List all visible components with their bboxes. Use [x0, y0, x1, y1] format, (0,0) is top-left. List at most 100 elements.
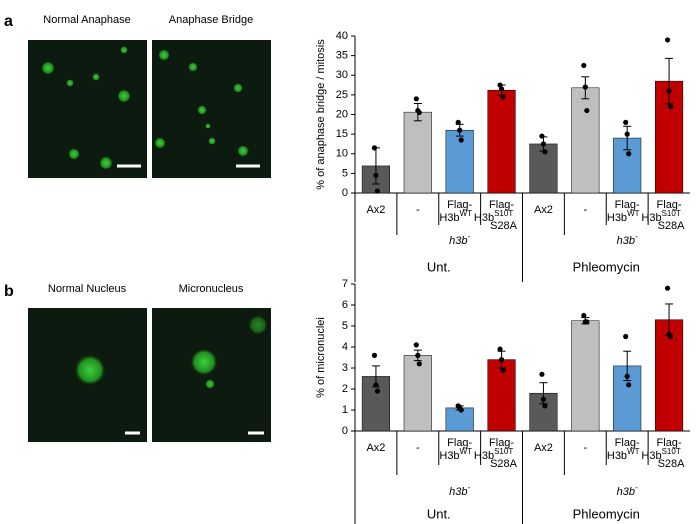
data-point — [667, 104, 674, 110]
genotype-label: - — [468, 483, 471, 492]
data-point — [497, 82, 503, 88]
y-tick-label: 6 — [342, 299, 348, 311]
genotype-label: h3b- — [449, 232, 470, 247]
image-label: Normal Anaphase — [43, 14, 130, 26]
genotype-label: h3b — [449, 486, 467, 498]
x-tick-label: H3b — [607, 450, 627, 462]
panel-letter: b — [4, 283, 14, 300]
bar — [487, 89, 516, 194]
x-tick-label: S10T — [662, 209, 681, 218]
data-point — [582, 84, 588, 90]
y-tick-label: 25 — [336, 89, 348, 101]
bar — [571, 87, 600, 194]
x-tick-label: H3b — [641, 212, 661, 224]
data-point — [624, 373, 630, 379]
data-point — [373, 382, 379, 388]
x-tick-label: H3b — [607, 212, 627, 224]
data-point — [498, 86, 505, 92]
y-tick-label: 10 — [336, 148, 348, 160]
data-point — [667, 333, 674, 340]
y-tick-label: 5 — [342, 167, 348, 179]
genotype-label: - — [468, 232, 471, 241]
image-label: Anaphase Bridge — [169, 14, 253, 26]
x-tick-label: H3bS10T — [641, 209, 680, 224]
y-tick-label: 4 — [342, 341, 348, 353]
data-point — [497, 346, 503, 352]
data-point — [581, 312, 587, 319]
data-point — [500, 367, 506, 373]
x-tick-label: WT — [460, 209, 473, 218]
y-axis-label: % of micronuclei — [315, 317, 327, 398]
x-tick-label: H3b — [474, 450, 494, 462]
data-point — [581, 62, 587, 69]
data-point — [584, 107, 590, 114]
x-tick-label: Ax2 — [366, 442, 385, 454]
data-point — [664, 37, 671, 43]
x-tick-label: Flag- — [657, 199, 682, 211]
x-tick-label: Flag- — [489, 199, 514, 211]
data-point — [624, 131, 630, 137]
x-tick-label: S10T — [494, 447, 513, 456]
image-label: Normal Nucleus — [48, 283, 127, 295]
x-tick-label: H3b — [439, 450, 459, 462]
y-tick-label: 3 — [342, 362, 348, 374]
data-point — [540, 141, 547, 147]
x-tick-label: Ax2 — [366, 204, 385, 216]
data-point — [539, 133, 545, 139]
y-axis-label: % of anaphase bridge / mitosis — [315, 39, 327, 190]
x-tick-label: H3b — [474, 212, 494, 224]
micrograph — [28, 40, 147, 178]
x-tick-label: S10T — [662, 447, 681, 456]
data-point — [498, 357, 505, 363]
data-point — [413, 96, 419, 102]
y-tick-label: 7 — [342, 278, 348, 290]
x-tick-label: H3b — [439, 212, 459, 224]
data-point — [416, 109, 422, 116]
data-point — [623, 119, 629, 125]
y-tick-label: 5 — [342, 320, 348, 332]
data-point — [373, 172, 379, 178]
genotype-label: h3b- — [617, 483, 638, 498]
data-point — [458, 137, 464, 143]
x-tick-label: Flag- — [615, 437, 640, 449]
data-point — [542, 149, 548, 155]
y-tick-label: 2 — [342, 383, 348, 395]
data-point — [626, 151, 632, 157]
genotype-label: h3b — [449, 235, 467, 247]
y-tick-label: 1 — [342, 404, 348, 416]
x-tick-label: H3bWT — [439, 209, 472, 224]
genotype-label: h3b — [617, 486, 635, 498]
x-tick-label: H3bWT — [607, 447, 640, 462]
panel-letter: a — [4, 13, 13, 30]
x-tick-label: Flag- — [657, 437, 682, 449]
image-label: Micronucleus — [179, 283, 244, 295]
genotype-label: h3b — [617, 235, 635, 247]
y-tick-label: 20 — [336, 108, 348, 120]
x-tick-label: Flag- — [615, 199, 640, 211]
x-tick-label: WT — [627, 209, 640, 218]
y-tick-label: 15 — [336, 128, 348, 140]
data-point — [539, 371, 545, 377]
data-point — [416, 361, 422, 367]
x-tick-label: H3bS10T — [641, 447, 680, 462]
data-point — [542, 403, 548, 409]
genotype-label: h3b- — [449, 483, 470, 498]
x-tick-label: H3bWT — [607, 209, 640, 224]
y-tick-label: 35 — [336, 50, 348, 62]
y-tick-label: 30 — [336, 69, 348, 81]
y-tick-label: 0 — [342, 187, 348, 199]
x-tick-label: WT — [460, 447, 473, 456]
data-point — [666, 88, 672, 94]
data-point — [458, 407, 464, 413]
data-point — [374, 188, 381, 194]
genotype-label: h3b- — [617, 232, 638, 247]
group-label: Phleomycin — [573, 259, 640, 274]
micrograph — [28, 308, 147, 442]
x-tick-label: Ax2 — [534, 442, 553, 454]
data-point — [415, 352, 421, 358]
data-point — [413, 342, 419, 348]
data-point — [457, 127, 463, 133]
x-tick-label: H3bS10T — [474, 447, 513, 462]
bar — [403, 355, 432, 432]
